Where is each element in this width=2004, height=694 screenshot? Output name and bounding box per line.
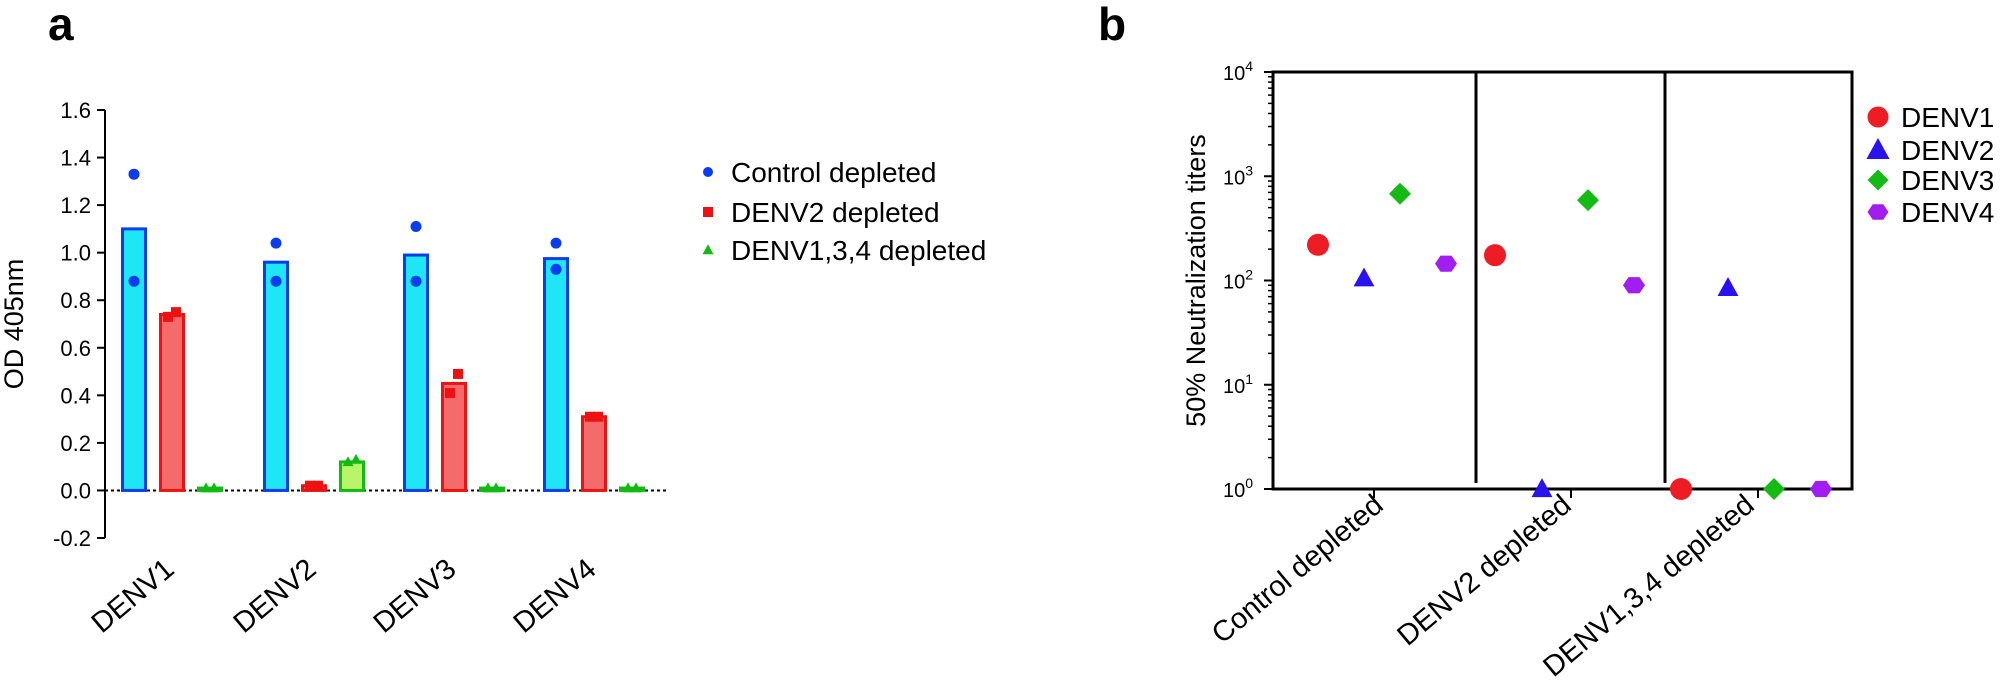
bar [403,253,429,492]
bar [581,415,607,492]
data-point [490,482,502,493]
legend-marker [703,167,713,177]
panel-b-scatter-chart: 100 101 102 103 104 50% Neutralization titers… [1181,58,1994,683]
y-tick-label: 1.4 [60,146,91,171]
data-point [1353,267,1375,287]
data-point [350,453,362,464]
y-tick-label: 0.8 [60,288,91,313]
data-point [593,411,603,422]
data-point [1531,478,1553,498]
x-tick-label: Control depleted [1206,489,1390,650]
data-point [128,275,140,287]
bar [339,460,365,492]
data-point [453,368,463,379]
data-point [550,263,562,275]
panel-a-label: a [48,0,74,50]
legend-label: DENV1 [1901,102,1994,133]
y-tick-label: 100 [1223,475,1253,502]
data-point [163,311,173,322]
y-tick-label: 1.6 [60,98,91,123]
legend-marker [1866,138,1890,159]
data-point [270,237,282,249]
x-tick-label: DENV3 [368,553,463,640]
data-point [313,480,323,491]
data-point [1717,277,1739,296]
data-point [208,482,220,493]
panel-a-bar-chart: -0.2 0.0 0.2 0.4 0.6 0.8 1.0 1.2 1.4 1.6 OD 405nm D… [0,98,986,640]
legend-label: Control depleted [731,157,936,188]
data-point [171,307,181,318]
bar [441,381,467,492]
data-point [1307,233,1329,256]
y-tick-label: 0.2 [60,431,91,456]
legend-marker [702,244,714,255]
data-point [410,221,422,233]
legend-label: DENV2 [1901,135,1994,166]
bar [543,257,569,492]
data-point [200,482,212,493]
y-tick-label: 1.0 [60,241,91,266]
legend-label: DENV4 [1901,197,1994,228]
data-point [305,480,315,491]
y-tick-label: -0.2 [53,526,91,551]
legend-label: DENV2 depleted [731,197,940,228]
y-axis-label: 50% Neutralization titers [1181,134,1211,427]
bar [263,260,289,492]
data-point [1670,478,1692,500]
data-point [410,275,422,287]
panel-b-label: b [1098,0,1126,50]
y-tick-label: 0.0 [60,478,91,503]
data-point [630,482,642,493]
data-point [1484,244,1506,267]
y-axis-label: OD 405nm [0,259,29,390]
data-point [1435,255,1457,272]
data-point [1623,277,1645,294]
y-tick-label: 104 [1223,58,1253,85]
data-point [482,482,494,493]
x-tick-label: DENV1 [86,553,181,640]
data-point [128,168,140,180]
y-tick-label: 0.4 [60,383,91,408]
legend-label: DENV1,3,4 depleted [731,235,986,266]
data-point [550,237,562,249]
legend-marker [1867,204,1889,220]
data-point [1763,478,1785,500]
data-point [1810,480,1832,498]
bar [159,312,185,492]
y-tick-label: 0.6 [60,336,91,361]
y-tick-label: 102 [1223,267,1253,294]
x-tick-label: DENV4 [508,553,603,640]
legend-label: DENV3 [1901,165,1994,196]
legend-marker [1867,169,1889,191]
data-point [445,387,455,398]
x-tick-label: DENV2 depleted [1391,489,1577,652]
data-point [270,275,282,287]
y-tick-label: 101 [1223,371,1253,398]
data-point [1389,182,1411,205]
x-tick-label: DENV2 [228,553,323,640]
data-point [622,482,634,493]
bar [121,227,147,492]
y-tick-label: 1.2 [60,193,91,218]
legend-marker [1867,106,1889,128]
y-tick-label: 103 [1223,162,1253,189]
data-point [1577,189,1599,212]
data-point [585,411,595,422]
legend-marker [703,207,713,217]
